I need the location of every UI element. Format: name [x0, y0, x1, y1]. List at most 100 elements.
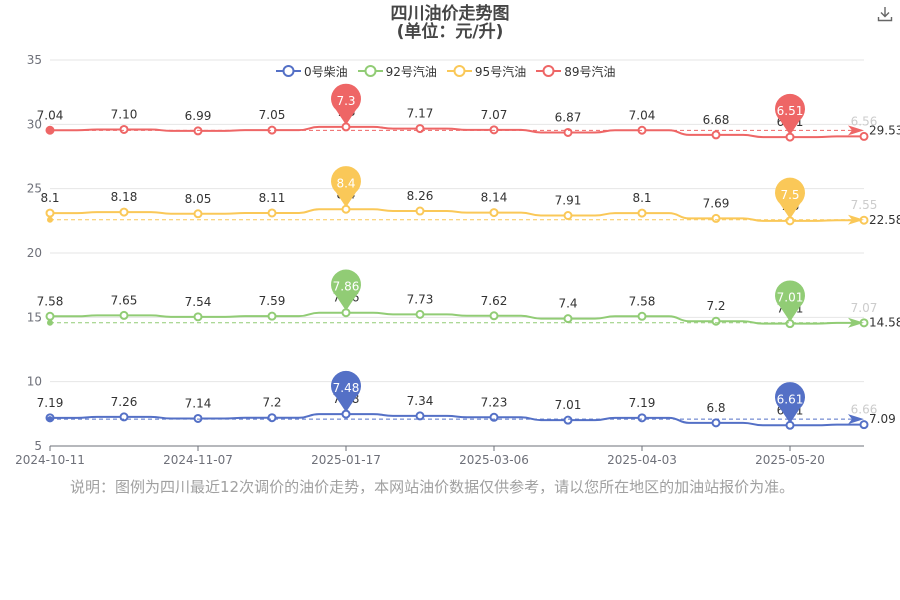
data-point: [563, 415, 573, 425]
data-label: 7.69: [703, 196, 730, 210]
data-point: [563, 314, 573, 324]
data-label: 7.58: [629, 294, 656, 308]
data-label: 7.2: [706, 299, 725, 313]
data-point: [563, 211, 573, 221]
data-point: [415, 206, 425, 216]
data-label: 7.17: [407, 107, 434, 121]
data-label: 7.05: [259, 108, 286, 122]
min-marker-value: 7.01: [777, 291, 804, 305]
max-marker-value: 8.4: [336, 176, 355, 190]
data-label: 6.66: [851, 403, 878, 417]
data-point: [45, 208, 55, 218]
y-tick-label: 10: [27, 375, 42, 389]
min-marker-value: 7.5: [780, 188, 799, 202]
data-point: [267, 208, 277, 218]
min-marker-shape: [775, 382, 806, 424]
average-label: 14.58: [869, 316, 900, 330]
data-label: 7.65: [111, 293, 138, 307]
data-label: 8.1: [632, 191, 651, 205]
data-point: [711, 316, 721, 326]
data-point: [193, 209, 203, 219]
series-line: [50, 208, 864, 222]
data-label: 7.07: [481, 108, 508, 122]
x-tick-label: 2024-10-11: [15, 453, 85, 467]
data-label: 7.19: [37, 396, 64, 410]
chart-title: 四川油价走势图: [390, 4, 510, 24]
min-marker-value: 6.61: [777, 392, 804, 406]
data-label: 7.73: [407, 292, 434, 306]
data-label: 7.01: [555, 398, 582, 412]
data-label: 8.18: [111, 190, 138, 204]
data-point: [45, 311, 55, 321]
data-point: [711, 130, 721, 140]
legend-label: 95号汽油: [474, 64, 527, 79]
average-line-arrow: [848, 317, 864, 328]
legend-item[interactable]: 95号汽油: [446, 63, 527, 80]
data-label: 7.54: [185, 295, 212, 309]
y-tick-label: 20: [27, 246, 42, 260]
data-point: [267, 413, 277, 423]
data-point: [119, 207, 129, 217]
y-tick-label: 5: [34, 439, 42, 453]
data-point: [859, 420, 869, 430]
max-marker: 7.86: [331, 269, 362, 311]
max-marker: 7.48: [331, 370, 362, 413]
min-marker-shape: [775, 93, 806, 136]
max-marker-shape: [331, 269, 362, 311]
legend-item[interactable]: 89号汽油: [536, 63, 615, 80]
data-point: [711, 418, 721, 428]
average-label: 7.09: [869, 412, 896, 426]
data-label: 7.34: [407, 394, 434, 408]
x-tick-label: 2025-01-17: [311, 453, 381, 467]
data-label: 7.4: [558, 297, 577, 311]
data-label: 7.04: [37, 108, 64, 122]
min-marker-shape: [775, 177, 806, 219]
data-point: [415, 124, 425, 134]
series-line: [50, 311, 864, 325]
average-line-start: [47, 319, 53, 326]
min-marker: 7.5: [775, 177, 806, 219]
series-line: [50, 413, 864, 427]
legend-label: 0号柴油: [304, 64, 348, 79]
data-label: 7.07: [851, 301, 878, 315]
data-label: 6.68: [703, 113, 730, 127]
data-label: 8.26: [407, 189, 434, 203]
chart-subtitle: (单位：元/升): [396, 22, 504, 42]
download-icon[interactable]: [876, 5, 894, 23]
data-point: [489, 311, 499, 321]
data-point: [489, 125, 499, 135]
data-point: [637, 413, 647, 423]
data-point: [415, 309, 425, 319]
legend-item[interactable]: 92号汽油: [357, 63, 437, 80]
average-line-start: [47, 416, 53, 423]
data-label: 8.05: [185, 192, 212, 206]
data-label: 6.99: [185, 109, 212, 123]
data-point: [267, 311, 277, 321]
data-label: 7.26: [111, 395, 138, 409]
data-point: [119, 310, 129, 320]
data-label: 7.58: [37, 294, 64, 308]
legend-line-icon: [276, 65, 301, 77]
max-marker-value: 7.86: [333, 280, 360, 294]
data-label: 7.04: [629, 108, 656, 122]
y-tick-label: 30: [27, 117, 42, 131]
data-point: [637, 311, 647, 321]
data-point: [637, 208, 647, 218]
series-line: [50, 125, 864, 139]
x-tick-label: 2025-04-03: [607, 453, 677, 467]
data-point: [193, 413, 203, 423]
x-tick-label: 2024-11-07: [163, 453, 233, 467]
legend-label: 92号汽油: [385, 64, 437, 79]
min-marker: 7.01: [775, 280, 806, 322]
y-tick-label: 15: [27, 310, 42, 324]
max-marker-value: 7.48: [333, 381, 360, 395]
average-line-start: [47, 216, 53, 223]
min-marker: 6.51: [775, 93, 806, 136]
data-point: [711, 213, 721, 223]
max-marker: 7.3: [331, 83, 362, 125]
legend-item[interactable]: 0号柴油: [276, 63, 348, 80]
average-line-arrow: [848, 214, 864, 225]
min-marker-shape: [775, 280, 806, 322]
data-label: 6.87: [555, 110, 582, 124]
